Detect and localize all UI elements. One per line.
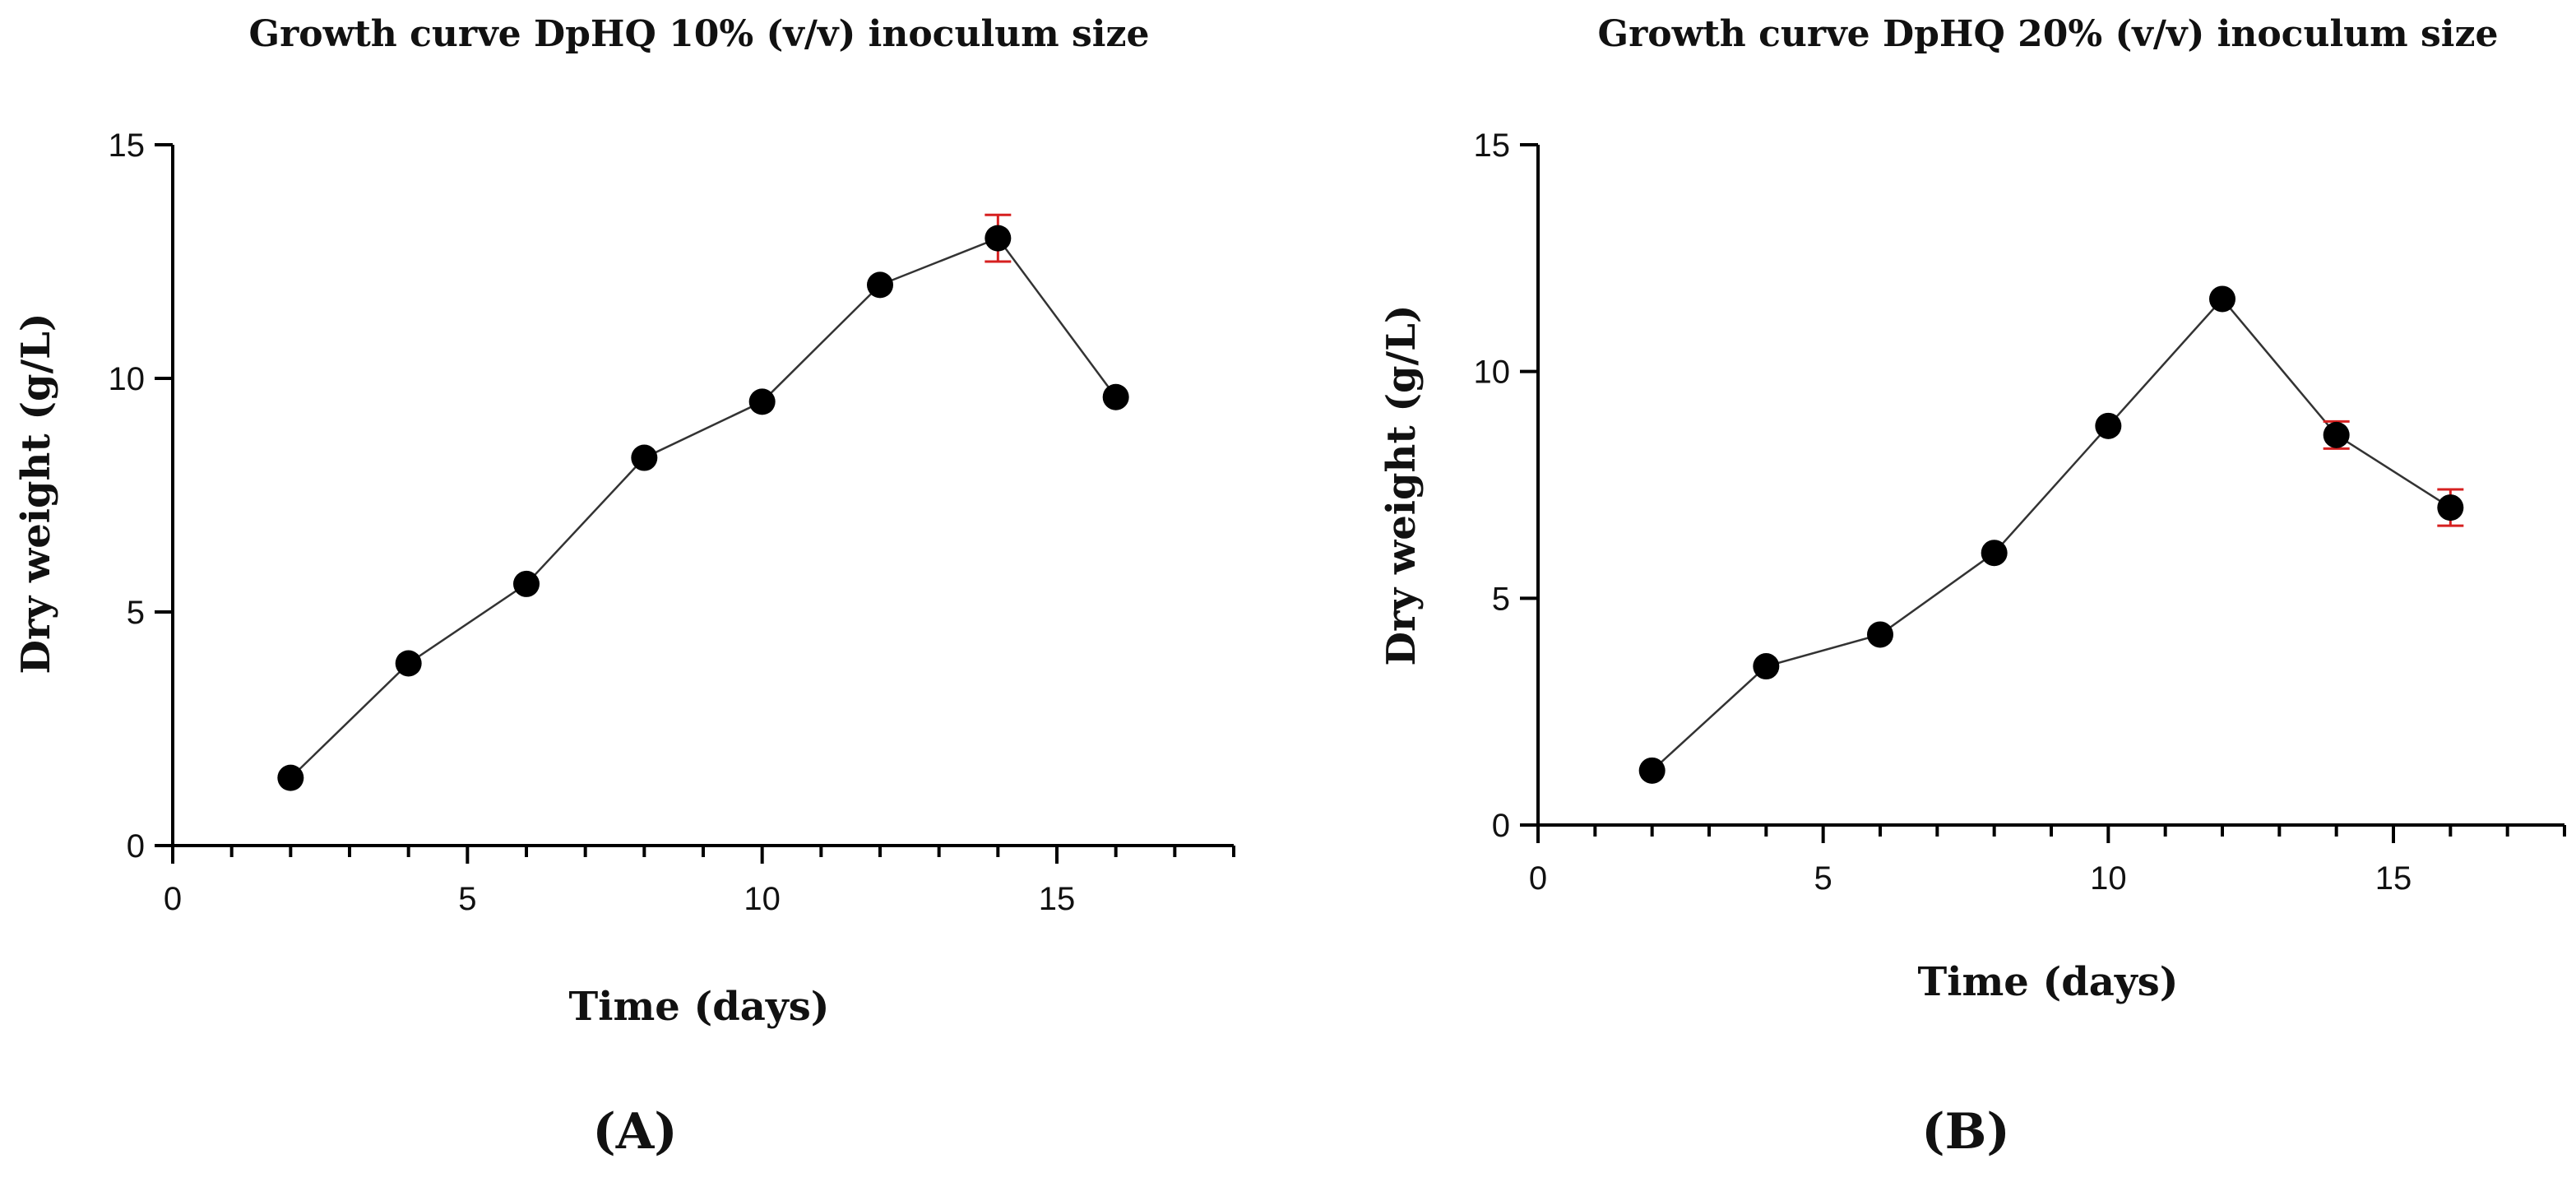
chart-b-x-tick-label: 10 <box>2090 860 2127 897</box>
chart-b-data-point <box>2323 421 2350 448</box>
chart-a-data-point <box>748 388 776 415</box>
chart-a-y-tick-label: 10 <box>109 361 146 397</box>
chart-a: Growth curve DpHQ 10% (v/v) inoculum siz… <box>13 13 1235 1161</box>
chart-a-x-axis-label: Time (days) <box>569 984 830 1030</box>
chart-a-x-tick-label: 0 <box>164 881 182 917</box>
chart-b-y-tick-label: 0 <box>1492 808 1510 844</box>
chart-b-data-point <box>2095 412 2122 439</box>
chart-a-x-tick-label: 5 <box>458 881 476 917</box>
chart-a-y-axis-label: Dry weight (g/L) <box>13 313 59 674</box>
chart-b-y-tick-label: 10 <box>1474 355 1511 391</box>
panel-a-label: (A) <box>592 1103 677 1161</box>
chart-b-series-line <box>1651 297 2452 772</box>
chart-b-x-tick-label: 5 <box>1814 860 1832 897</box>
panel-b-label: (B) <box>1921 1103 2010 1161</box>
chart-b-data-point <box>2437 494 2464 521</box>
chart-a-data-point <box>395 650 422 677</box>
chart-a-x-tick-label: 10 <box>744 881 781 917</box>
chart-a-y-tick-label: 0 <box>127 828 145 864</box>
chart-a-y-tick-label: 15 <box>109 127 146 164</box>
chart-a-y-tick-label: 5 <box>127 595 145 631</box>
chart-a-data-point <box>631 444 658 471</box>
chart-a-title: Growth curve DpHQ 10% (v/v) inoculum siz… <box>249 13 1150 55</box>
chart-b-data-point <box>1638 757 1666 784</box>
chart-b-x-axis-label: Time (days) <box>1918 959 2179 1005</box>
chart-b-x-tick-label: 15 <box>2375 860 2412 897</box>
chart-a-series-line <box>290 237 1117 779</box>
chart-b-y-tick-label: 5 <box>1492 581 1510 617</box>
chart-b-plot-area: 0 5 10 15 0 5 10 15 <box>1474 127 2566 897</box>
chart-b-data-point <box>1867 621 1893 648</box>
chart-b-y-tick-label: 15 <box>1474 127 1511 164</box>
chart-b-data-point <box>2209 285 2235 313</box>
chart-b-data-point <box>1981 540 2008 567</box>
chart-a-data-point <box>1102 383 1129 410</box>
chart-b-title: Growth curve DpHQ 20% (v/v) inoculum siz… <box>1598 13 2499 55</box>
chart-b-y-axis-label: Dry weight (g/L) <box>1378 304 1425 665</box>
chart-b: Growth curve DpHQ 20% (v/v) inoculum siz… <box>1378 13 2566 1161</box>
chart-b-x-tick-label: 0 <box>1529 860 1547 897</box>
chart-a-data-point <box>277 764 304 791</box>
chart-a-data-point <box>513 570 540 597</box>
chart-a-x-tick-label: 15 <box>1039 881 1076 917</box>
chart-a-data-point <box>985 225 1012 252</box>
chart-a-plot-area: 0 5 10 15 0 5 10 15 <box>109 127 1235 917</box>
chart-b-data-point <box>1753 653 1780 680</box>
chart-a-data-point <box>867 271 893 299</box>
